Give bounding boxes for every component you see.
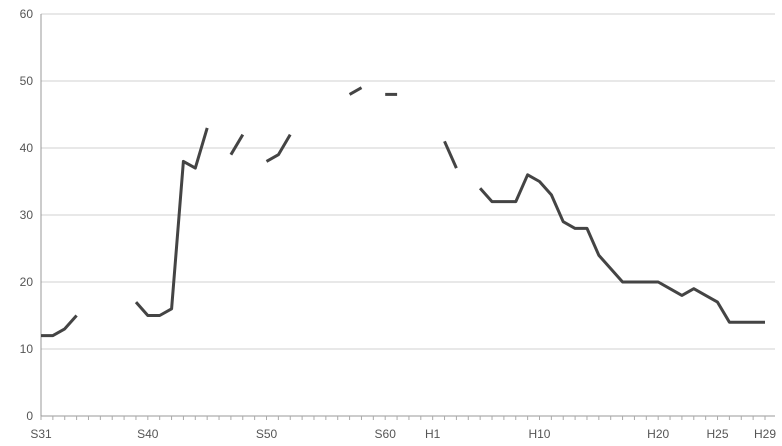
series-line-segment: [443, 140, 458, 169]
x-tick-label: H29: [754, 427, 776, 441]
x-tick-label: S31: [30, 427, 52, 441]
y-tick-label: 60: [20, 7, 34, 21]
y-tick-label: 40: [20, 141, 34, 155]
x-tick-label: S40: [137, 427, 159, 441]
x-tick-label: H25: [707, 427, 729, 441]
axis-layer: [40, 14, 775, 420]
y-tick-label: 30: [20, 208, 34, 222]
y-tick-label: 10: [20, 342, 34, 356]
y-tick-label: 50: [20, 74, 34, 88]
x-tick-label: S50: [256, 427, 278, 441]
series-layer: [41, 86, 765, 338]
series-line-segment: [134, 127, 209, 317]
x-tick-label: H10: [528, 427, 550, 441]
series-line-segment: [348, 86, 363, 96]
y-tick-label: 20: [20, 275, 34, 289]
x-tick-label: H20: [647, 427, 669, 441]
series-line-segment: [41, 314, 78, 338]
series-line-segment: [229, 133, 245, 156]
x-tick-label: S60: [375, 427, 397, 441]
series-line-segment: [478, 173, 765, 324]
series-line-segment: [265, 133, 292, 163]
x-tick-label: H1: [425, 427, 441, 441]
grid-layer: [41, 13, 775, 350]
y-tick-label: 0: [26, 409, 33, 423]
label-layer: 0 10 20 30 40 50 60 S31 S40 S50 S60 H1 H10 H20 H25 H29: [20, 7, 777, 441]
